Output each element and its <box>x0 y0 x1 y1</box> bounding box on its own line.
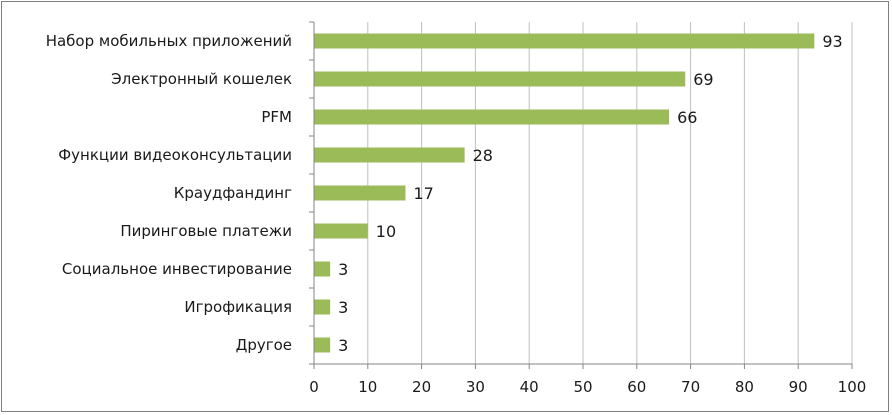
bar-5 <box>314 223 368 239</box>
data-label-4: 17 <box>413 184 433 203</box>
x-tick-label-5: 50 <box>573 378 592 396</box>
data-label-7: 3 <box>338 298 348 317</box>
data-label-2: 66 <box>677 108 697 127</box>
bar-0 <box>314 33 815 49</box>
data-label-3: 28 <box>473 146 493 165</box>
bar-3 <box>314 147 465 163</box>
bar-1 <box>314 71 686 87</box>
data-labels: 93 69 66 28 17 10 3 3 3 <box>338 32 843 355</box>
data-label-5: 10 <box>376 222 396 241</box>
bar-6 <box>314 261 331 277</box>
bars <box>314 33 815 353</box>
tick-labels: 0 10 20 30 40 50 60 70 80 90 100 <box>309 378 866 396</box>
x-tick-label-2: 20 <box>412 378 431 396</box>
data-label-0: 93 <box>822 32 842 51</box>
x-tick-label-7: 70 <box>681 378 700 396</box>
category-label-2: PFM <box>261 108 292 126</box>
bar-4 <box>314 185 406 201</box>
x-tick-label-0: 0 <box>309 378 319 396</box>
category-label-5: Пиринговые платежи <box>120 222 292 240</box>
data-label-1: 69 <box>693 70 713 89</box>
x-tick-label-1: 10 <box>358 378 377 396</box>
category-label-0: Набор мобильных приложений <box>46 32 292 50</box>
category-label-7: Игрофикация <box>184 298 292 316</box>
category-label-4: Краудфандинг <box>174 184 292 202</box>
bar-8 <box>314 337 331 353</box>
bar-7 <box>314 299 331 315</box>
bar-2 <box>314 109 670 125</box>
data-label-6: 3 <box>338 260 348 279</box>
x-tick-label-8: 80 <box>735 378 754 396</box>
category-label-8: Другое <box>236 336 292 354</box>
x-tick-label-10: 100 <box>838 378 867 396</box>
x-tick-label-3: 30 <box>466 378 485 396</box>
x-tick-label-9: 90 <box>789 378 808 396</box>
category-label-3: Функции видеоконсультации <box>58 146 292 164</box>
category-labels: Набор мобильных приложений Электронный ко… <box>46 32 292 354</box>
x-tick-label-4: 40 <box>520 378 539 396</box>
axes <box>309 21 853 369</box>
category-label-6: Социальное инвестирование <box>62 260 292 278</box>
category-label-1: Электронный кошелек <box>111 70 292 88</box>
data-label-8: 3 <box>338 336 348 355</box>
x-tick-label-6: 60 <box>627 378 646 396</box>
